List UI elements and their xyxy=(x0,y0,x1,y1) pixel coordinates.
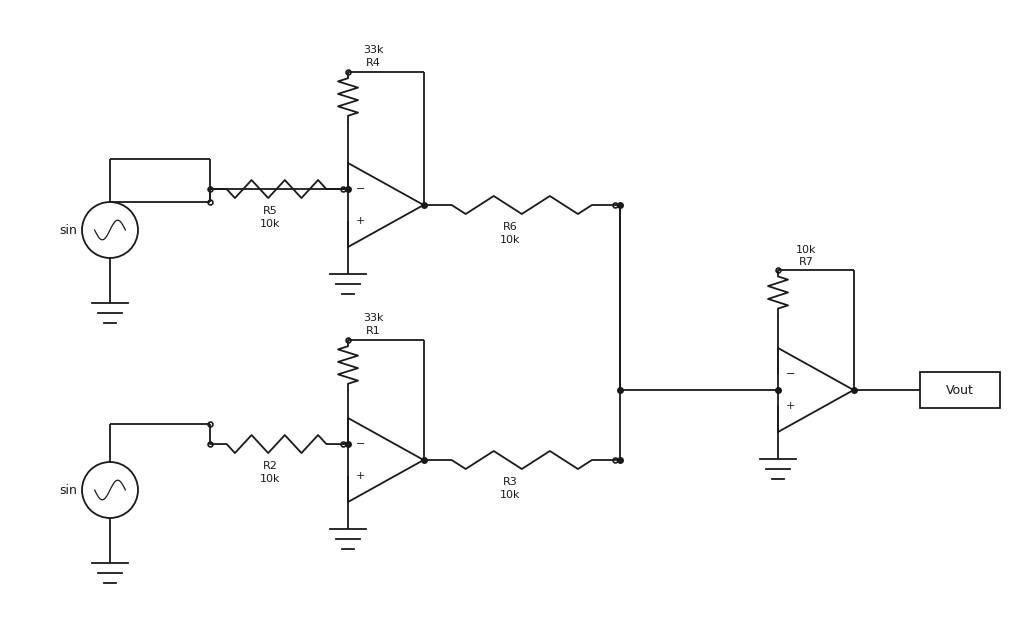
Text: R7: R7 xyxy=(799,257,813,267)
Text: Vout: Vout xyxy=(946,384,974,396)
Text: R1: R1 xyxy=(366,326,380,336)
Text: 10k: 10k xyxy=(260,474,281,484)
Text: 33k: 33k xyxy=(362,313,383,323)
Text: +: + xyxy=(356,471,366,481)
Text: −: − xyxy=(356,439,366,449)
Text: sin: sin xyxy=(59,484,77,496)
Text: −: − xyxy=(356,184,366,194)
Text: 10k: 10k xyxy=(796,245,816,255)
Text: 10k: 10k xyxy=(260,219,281,229)
Text: sin: sin xyxy=(59,224,77,236)
Text: 10k: 10k xyxy=(500,490,520,500)
Text: R6: R6 xyxy=(503,222,517,232)
Text: 33k: 33k xyxy=(362,45,383,55)
FancyBboxPatch shape xyxy=(920,372,1000,408)
Text: +: + xyxy=(356,216,366,226)
Text: 10k: 10k xyxy=(500,235,520,245)
Text: −: − xyxy=(786,369,796,379)
Text: R3: R3 xyxy=(503,477,517,487)
Text: R2: R2 xyxy=(262,461,278,471)
Text: +: + xyxy=(786,401,796,411)
Text: R4: R4 xyxy=(366,58,381,68)
Text: R5: R5 xyxy=(262,206,278,216)
